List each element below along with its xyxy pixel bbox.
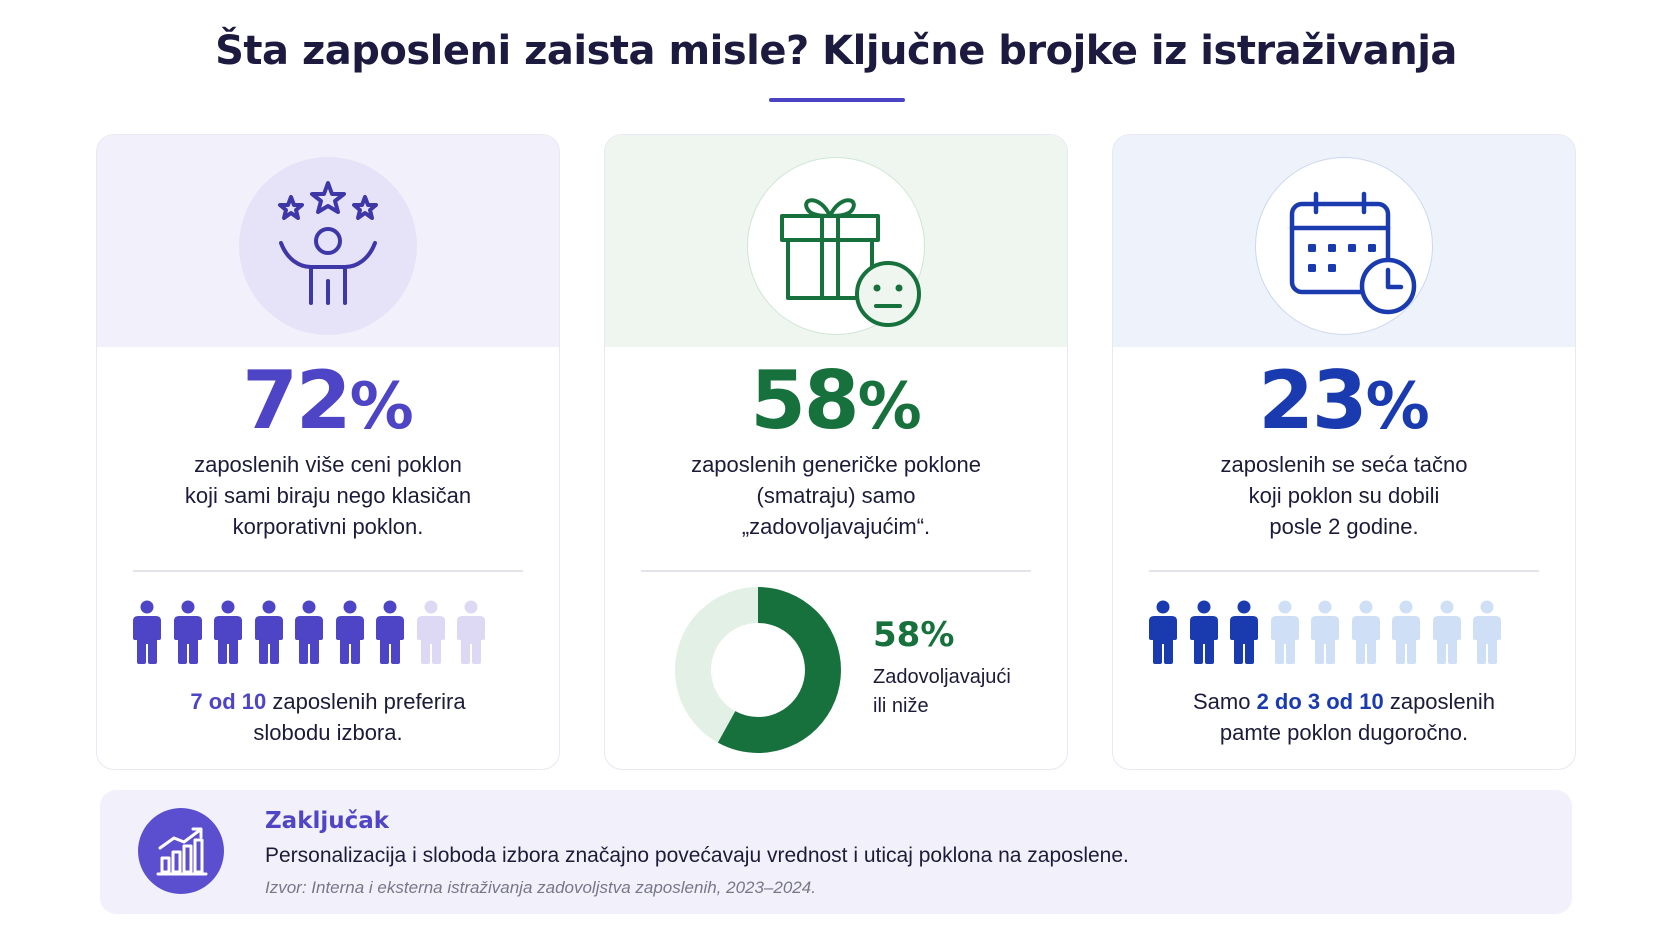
person-icon bbox=[376, 600, 404, 664]
person-icon bbox=[1270, 600, 1299, 664]
stat-number: 58 bbox=[750, 354, 859, 447]
caption-text: pamte poklon dugoročno. bbox=[1219, 720, 1469, 745]
caption-highlight: 2 do 3 od 10 bbox=[1256, 689, 1384, 714]
stat-description: zaposlenih više ceni poklon koji sami bi… bbox=[127, 449, 529, 542]
person-icon bbox=[1351, 600, 1380, 664]
person-icon bbox=[1392, 600, 1420, 664]
stat-number: 23 bbox=[1258, 354, 1367, 447]
pictogram-caption: 7 od 10 zaposlenih preferira slobodu izb… bbox=[117, 686, 539, 748]
people-pictogram bbox=[1148, 600, 1538, 670]
donut-arc bbox=[675, 587, 841, 753]
stat-description: zaposlenih generičke poklone (smatraju) … bbox=[635, 449, 1037, 542]
person-icon bbox=[295, 600, 323, 664]
stat-number: 72 bbox=[242, 354, 351, 447]
person-icon bbox=[1432, 600, 1461, 664]
page-title: Šta zaposleni zaista misle? Ključne broj… bbox=[215, 28, 1457, 74]
description-line: (smatraju) samo bbox=[756, 483, 916, 508]
bar-chart-growth-icon bbox=[138, 808, 224, 894]
title-underline bbox=[769, 98, 905, 102]
person-icon bbox=[457, 600, 485, 664]
person-icon bbox=[214, 600, 242, 664]
description-line: „zadovoljavajućim“. bbox=[741, 514, 931, 539]
person-icon bbox=[133, 600, 161, 664]
caption-text: zaposlenih bbox=[1383, 689, 1496, 714]
person-icon bbox=[1473, 600, 1501, 664]
person-icon bbox=[1189, 600, 1218, 664]
stat-value: 58% bbox=[605, 361, 1067, 441]
person-icon bbox=[173, 600, 202, 664]
caption-text: zaposlenih preferira bbox=[266, 689, 466, 714]
person-icon bbox=[1230, 600, 1258, 664]
description-line: koji poklon su dobili bbox=[1248, 483, 1440, 508]
stat-percent-sign: % bbox=[1365, 370, 1430, 444]
donut-chart bbox=[675, 587, 841, 753]
caption-text: Samo bbox=[1192, 689, 1257, 714]
stat-percent-sign: % bbox=[349, 370, 414, 444]
stat-percent-sign: % bbox=[857, 370, 922, 444]
conclusion-panel: Zaključak Personalizacija i sloboda izbo… bbox=[100, 790, 1572, 914]
description-line: zaposlenih generičke poklone bbox=[691, 452, 981, 477]
description-line: posle 2 godine. bbox=[1269, 514, 1419, 539]
pictogram-caption: Samo 2 do 3 od 10 zaposlenih pamte poklo… bbox=[1133, 686, 1555, 748]
people-pictogram bbox=[132, 600, 522, 670]
description-line: zaposlenih više ceni poklon bbox=[194, 452, 462, 477]
gift-neutral-face-icon bbox=[747, 157, 925, 335]
description-line: zaposlenih se seća tačno bbox=[1220, 452, 1468, 477]
donut-label-line: Zadovoljavajući bbox=[873, 666, 1011, 688]
celebrating-person-stars-icon bbox=[239, 157, 417, 335]
caption-highlight: 7 od 10 bbox=[190, 689, 267, 714]
caption-text: slobodu izbora. bbox=[253, 720, 403, 745]
conclusion-source: Izvor: Interna i eksterna istraživanja z… bbox=[265, 878, 816, 897]
description-line: koji sami biraju nego klasičan bbox=[184, 483, 472, 508]
stat-card-memory: 23% zaposlenih se seća tačno koji poklon… bbox=[1112, 134, 1576, 770]
stat-value: 72% bbox=[97, 361, 559, 441]
description-line: korporativni poklon. bbox=[232, 514, 424, 539]
calendar-clock-icon bbox=[1255, 157, 1433, 335]
card-header-background bbox=[1113, 135, 1575, 347]
donut-label-line: ili niže bbox=[873, 695, 929, 717]
person-icon bbox=[254, 600, 283, 664]
stat-card-generic-gifts: 58% zaposlenih generičke poklone (smatra… bbox=[604, 134, 1068, 770]
card-header-background bbox=[97, 135, 559, 347]
stat-description: zaposlenih se seća tačno koji poklon su … bbox=[1143, 449, 1545, 542]
person-icon bbox=[416, 600, 445, 664]
divider bbox=[133, 570, 523, 572]
stat-card-choice: 72% zaposlenih više ceni poklon koji sam… bbox=[96, 134, 560, 770]
donut-label: Zadovoljavajući ili niže bbox=[873, 663, 1011, 721]
card-header-background bbox=[605, 135, 1067, 347]
person-icon bbox=[1311, 600, 1339, 664]
divider bbox=[1149, 570, 1539, 572]
stat-value: 23% bbox=[1113, 361, 1575, 441]
person-icon bbox=[335, 600, 364, 664]
conclusion-title: Zaključak bbox=[265, 808, 390, 834]
donut-percent: 58% bbox=[873, 615, 955, 655]
conclusion-text: Personalizacija i sloboda izbora značajn… bbox=[265, 844, 1129, 867]
person-icon bbox=[1149, 600, 1177, 664]
divider bbox=[641, 570, 1031, 572]
